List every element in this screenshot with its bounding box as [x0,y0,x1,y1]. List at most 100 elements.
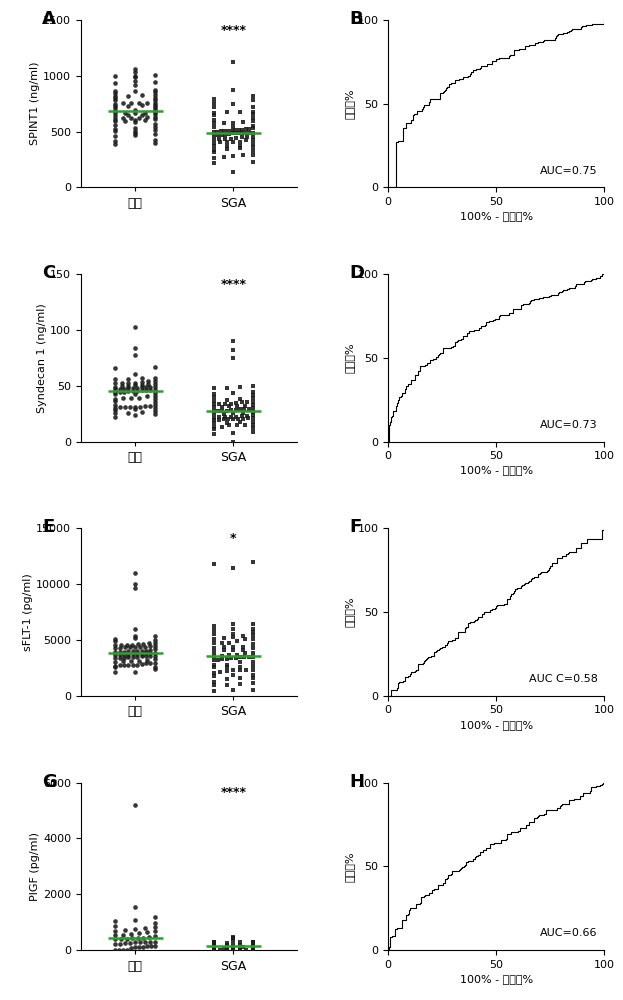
Point [130,639,140,655]
Point [248,125,258,141]
Point [217,651,227,667]
Point [229,662,239,678]
Point [248,417,258,433]
Point [229,342,239,358]
Point [130,580,140,596]
Point [209,412,219,428]
Point [150,934,159,950]
Point [126,940,136,956]
Point [222,657,232,673]
Point [115,647,125,663]
Text: ****: **** [221,786,246,799]
Point [209,99,219,115]
Point [150,400,159,416]
Point [146,938,156,954]
Point [248,621,258,637]
Point [136,374,146,390]
Point [145,382,155,398]
Point [110,88,120,104]
Point [248,658,258,674]
Point [209,131,219,147]
Point [214,412,224,428]
Point [229,937,239,953]
Text: G: G [42,773,57,791]
Y-axis label: PlGF (pg/ml): PlGF (pg/ml) [31,832,40,901]
Point [209,115,219,131]
Point [231,130,241,146]
Text: B: B [349,10,363,28]
Point [248,424,258,440]
Point [142,652,152,668]
Point [118,390,128,406]
Point [248,942,258,958]
Point [117,375,127,391]
Point [142,388,152,404]
Point [234,122,244,138]
Point [232,647,242,663]
Text: *: * [230,532,237,545]
Point [209,556,219,572]
Point [123,375,133,391]
Point [110,400,120,416]
Point [130,77,140,93]
Point [126,95,136,111]
Point [150,84,159,100]
Point [226,650,236,666]
Point [150,82,159,98]
Point [130,377,140,393]
Point [150,645,159,661]
Point [248,420,258,436]
Text: AUC C=0.58: AUC C=0.58 [529,674,598,684]
Point [136,87,146,103]
Point [150,119,159,135]
Point [123,383,133,399]
Point [209,406,219,422]
Point [110,913,120,929]
Point [248,99,258,115]
Point [130,366,140,382]
Point [217,635,227,651]
Point [130,407,140,423]
Point [110,927,120,943]
Point [242,132,252,148]
Point [123,657,133,673]
Point [150,379,159,395]
Point [229,639,239,655]
Point [132,646,142,662]
Point [134,110,144,126]
Point [126,926,136,942]
Point [229,405,239,421]
Point [140,105,150,121]
Point [150,99,159,115]
Point [138,636,148,652]
Point [209,657,219,673]
Point [110,391,120,407]
Point [220,396,230,412]
Point [123,88,133,104]
Point [130,401,140,417]
Point [229,434,239,450]
Point [110,397,120,413]
Point [143,373,153,389]
Point [209,107,219,123]
Point [128,649,138,665]
Point [229,54,239,70]
Point [145,648,155,664]
Point [229,629,239,645]
Point [110,658,120,674]
Point [209,683,219,699]
Point [224,398,234,414]
Point [141,645,151,661]
Point [240,125,250,141]
Point [209,119,219,135]
Point [141,379,151,395]
Point [248,147,258,163]
Point [110,650,120,666]
Point [128,380,138,396]
Point [229,929,239,945]
Point [209,138,219,154]
Point [110,631,120,647]
Text: E: E [42,518,54,536]
Point [110,637,120,653]
Point [248,384,258,400]
